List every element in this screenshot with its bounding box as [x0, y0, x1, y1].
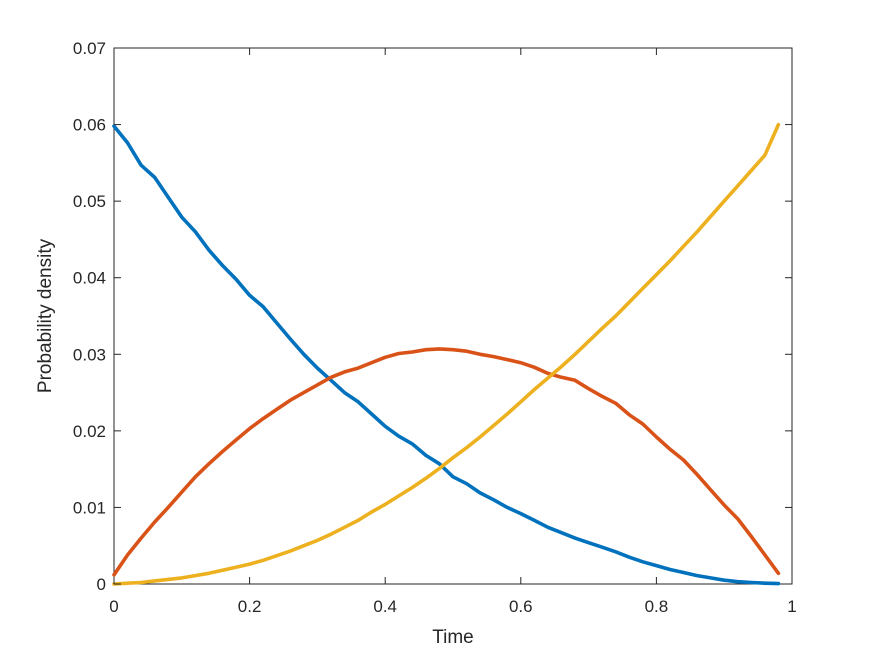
y-tick-label: 0.07 [73, 39, 106, 58]
series-group [112, 122, 781, 586]
x-tick-label: 0.2 [238, 597, 262, 616]
x-tick-label: 0.6 [509, 597, 533, 616]
x-tick-label: 0 [109, 597, 118, 616]
plot-area: 0 0.2 0.4 0.6 0.8 1 0 0.01 0.02 0.03 0.04 0.05 0.06 0… [73, 39, 797, 616]
series-line-2 [112, 347, 781, 577]
y-tick-label: 0.04 [73, 269, 106, 288]
x-axis-label: Time [432, 627, 474, 648]
y-tick-label: 0.05 [73, 192, 106, 211]
series-line-3 [112, 122, 781, 586]
y-tick-label: 0.03 [73, 345, 106, 364]
tick-group: 0 0.2 0.4 0.6 0.8 1 0 0.01 0.02 0.03 0.04 0.05 0.06 0… [73, 39, 797, 616]
y-tick-label: 0 [97, 575, 106, 594]
x-tick-label: 0.8 [645, 597, 669, 616]
x-tick-label: 0.4 [373, 597, 397, 616]
x-tick-label: 1 [787, 597, 796, 616]
y-tick-label: 0.06 [73, 116, 106, 135]
y-tick-label: 0.01 [73, 498, 106, 517]
axes-box [113, 47, 793, 585]
y-tick-label: 0.02 [73, 422, 106, 441]
y-axis-label: Probability density [35, 238, 56, 393]
series-line-1 [112, 124, 781, 586]
